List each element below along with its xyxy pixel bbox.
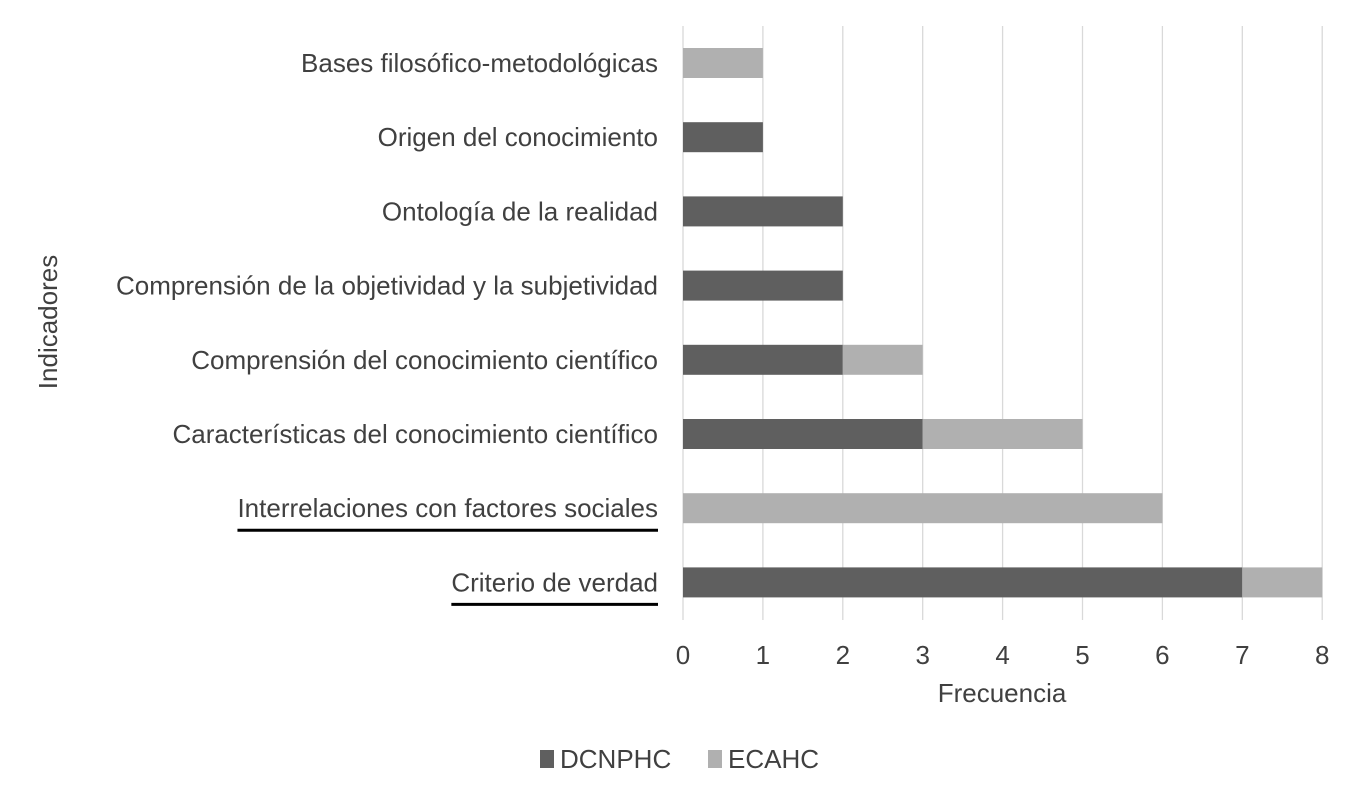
bar-dcnphc (683, 196, 843, 227)
x-tick-labels: 0 1 2 3 4 5 6 7 8 (676, 640, 1330, 670)
bar-dcnphc (683, 567, 1243, 598)
y-axis-title: Indicadores (33, 255, 63, 389)
category-label: Comprensión del conocimiento científico (191, 345, 658, 375)
bar-ecahc (1242, 567, 1323, 598)
bar-ecahc (683, 48, 763, 78)
gridlines (682, 26, 1323, 620)
legend-label-ecahc: ECAHC (728, 744, 819, 774)
category-label: Comprensión de la objetividad y la subje… (116, 271, 658, 301)
x-tick-label: 2 (836, 640, 850, 670)
bar-ecahc (683, 493, 1163, 524)
x-tick-label: 8 (1315, 640, 1329, 670)
category-labels: Bases filosófico-metodológicas Origen del… (116, 48, 658, 606)
category-label: Ontología de la realidad (382, 196, 658, 226)
category-label: Características del conocimiento científ… (172, 419, 658, 449)
x-tick-label: 4 (995, 640, 1009, 670)
x-axis-title: Frecuencia (938, 678, 1067, 708)
category-label: Interrelaciones con factores sociales (237, 493, 658, 523)
x-tick-label: 0 (676, 640, 690, 670)
x-tick-label: 5 (1075, 640, 1089, 670)
x-tick-label: 1 (756, 640, 770, 670)
legend-swatch-dcnphc (540, 750, 554, 768)
x-tick-label: 3 (915, 640, 929, 670)
bar-dcnphc (683, 122, 763, 153)
bar-ecahc (922, 419, 1083, 449)
bar-dcnphc (683, 344, 843, 375)
category-label: Criterio de verdad (451, 567, 658, 597)
bar-ecahc (842, 344, 923, 375)
category-label: Bases filosófico-metodológicas (301, 48, 658, 78)
bar-dcnphc (683, 270, 843, 301)
x-tick-label: 6 (1155, 640, 1169, 670)
x-tick-label: 7 (1235, 640, 1249, 670)
bars (683, 48, 1323, 598)
bar-dcnphc (683, 419, 923, 449)
legend: DCNPHC ECAHC (540, 744, 819, 774)
legend-label-dcnphc: DCNPHC (560, 744, 671, 774)
legend-swatch-ecahc (708, 750, 722, 768)
category-label: Origen del conocimiento (378, 122, 658, 152)
